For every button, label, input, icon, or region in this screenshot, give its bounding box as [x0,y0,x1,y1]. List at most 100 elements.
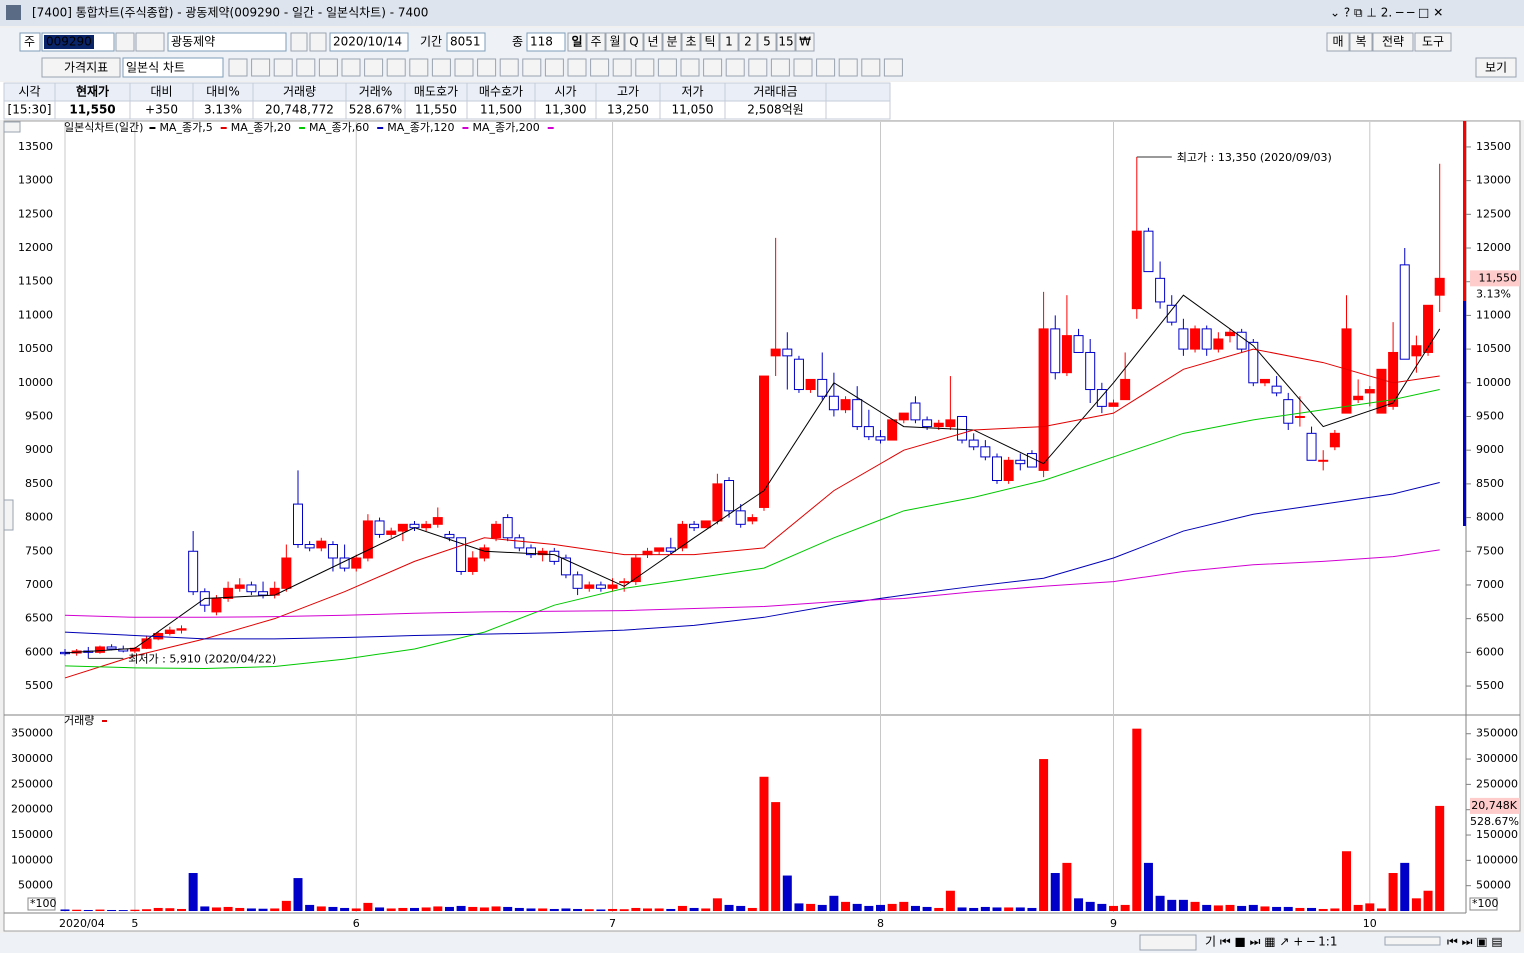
candle-body [304,544,315,549]
interval-label[interactable]: 월 [609,35,620,49]
interval-btn[interactable] [757,32,777,52]
right-btn[interactable] [1414,32,1452,52]
interval-btn[interactable] [643,32,663,52]
interval-btn[interactable] [719,32,739,52]
interval-label[interactable]: 주 [590,35,601,49]
right-btn[interactable] [1326,32,1350,52]
volume-bar [654,908,664,911]
next-btn[interactable] [309,32,327,52]
period-box[interactable] [446,32,486,52]
interval-label[interactable]: 15 [778,35,793,49]
window-title: [7400] 통합차트(주식종합) - 광동제약(009290 - 일간 - 일… [32,5,428,20]
zoom-slider[interactable] [1384,936,1441,946]
interval-btn[interactable] [795,32,815,52]
tool-icon[interactable] [522,58,542,77]
interval-btn[interactable] [738,32,758,52]
nav-controls[interactable]: 기 ⏮ ■ ⏭ ▦ ↗ + ─ 1:1 [1205,935,1337,949]
interval-label[interactable]: Q [629,35,638,49]
candle-body [770,348,781,357]
interval-label[interactable]: 년 [647,35,658,49]
tool-icon[interactable] [657,58,677,77]
tool-icon[interactable] [341,58,361,77]
nav-controls-right[interactable]: ⏮ ⏭ ▣ ▤ [1447,935,1503,949]
interval-btn[interactable] [776,32,796,52]
count-box[interactable] [526,32,566,52]
prev-btn[interactable] [290,32,308,52]
view-btn[interactable] [1475,57,1517,78]
window-controls[interactable]: ⌄ ? ⧉ ⊥ 2. ─ ─ □ ✕ [1330,6,1443,20]
interval-btn[interactable] [662,32,682,52]
tool-icon[interactable] [590,58,610,77]
tool-icon[interactable] [635,58,655,77]
interval-label[interactable]: 1 [725,35,733,49]
tool-icon[interactable] [612,58,632,77]
tool-icon[interactable] [861,58,881,77]
date-box[interactable] [329,32,409,52]
candle-body [700,520,711,529]
right-btn-label[interactable]: 매 [1332,35,1343,49]
volume-bar [945,890,955,911]
tool-icon[interactable] [725,58,745,77]
tool-icon[interactable] [318,58,338,77]
right-btn[interactable] [1349,32,1373,52]
tool-icon[interactable] [296,58,316,77]
quote-header: 시가 [554,85,576,99]
volume-bar [608,908,618,911]
volume-bar [701,908,711,911]
tool-icon[interactable] [273,58,293,77]
tool-icon[interactable] [364,58,384,77]
stock-code[interactable]: 009290 [46,35,92,49]
interval-label[interactable]: 틱 [704,35,715,49]
vol-left-tick-label: 150000 [11,828,53,841]
panel-toggle[interactable] [3,499,14,531]
tool-icon[interactable] [386,58,406,77]
volume-bar [573,908,583,911]
right-btn-label[interactable]: 복 [1355,35,1366,49]
tool-icon[interactable] [883,58,903,77]
search-btn[interactable] [115,32,135,52]
tool-icon[interactable] [431,58,451,77]
tool-icon[interactable] [838,58,858,77]
tool-icon[interactable] [748,58,768,77]
interval-label[interactable]: 2 [744,35,752,49]
interval-label[interactable]: 초 [685,35,696,49]
volume-bar [83,909,93,911]
tool-icon[interactable] [544,58,564,77]
tool-icon[interactable] [567,58,587,77]
volume-bar [1213,905,1223,911]
candle-body [793,358,804,391]
view-label[interactable]: 보기 [1485,61,1507,75]
tool-icon[interactable] [499,58,519,77]
interval-btn[interactable] [605,32,625,52]
tool-icon[interactable] [477,58,497,77]
panel-toggle-top[interactable] [3,121,21,133]
interval-btn[interactable] [624,32,644,52]
right-btn[interactable] [1372,32,1414,52]
interval-btn[interactable] [681,32,701,52]
interval-label[interactable]: 분 [666,35,677,49]
tool-icon[interactable] [454,58,474,77]
interval-label[interactable]: 일 [571,35,582,49]
interval-btn[interactable] [567,32,587,52]
sort-btn[interactable] [135,32,165,52]
tool-icon[interactable] [409,58,429,77]
tool-icon[interactable] [770,58,790,77]
tool-icon[interactable] [793,58,813,77]
stock-type-box[interactable] [19,32,41,52]
tool-icon[interactable] [703,58,723,77]
right-btn-label[interactable]: 도구 [1422,35,1444,49]
style-box[interactable] [122,57,224,78]
right-btn-label[interactable]: 전략 [1382,35,1404,49]
tool-icon[interactable] [251,58,271,77]
scroll-bar[interactable] [1139,934,1197,951]
indicator-label[interactable]: 가격지표 [64,61,108,75]
interval-btn[interactable] [586,32,606,52]
name-box[interactable] [167,32,287,52]
interval-label[interactable]: 5 [763,35,771,49]
indicator-btn[interactable] [41,57,121,78]
tool-icon[interactable] [228,58,248,77]
interval-btn[interactable] [700,32,720,52]
tool-icon[interactable] [680,58,700,77]
interval-label[interactable]: ₩ [799,35,811,49]
tool-icon[interactable] [816,58,836,77]
